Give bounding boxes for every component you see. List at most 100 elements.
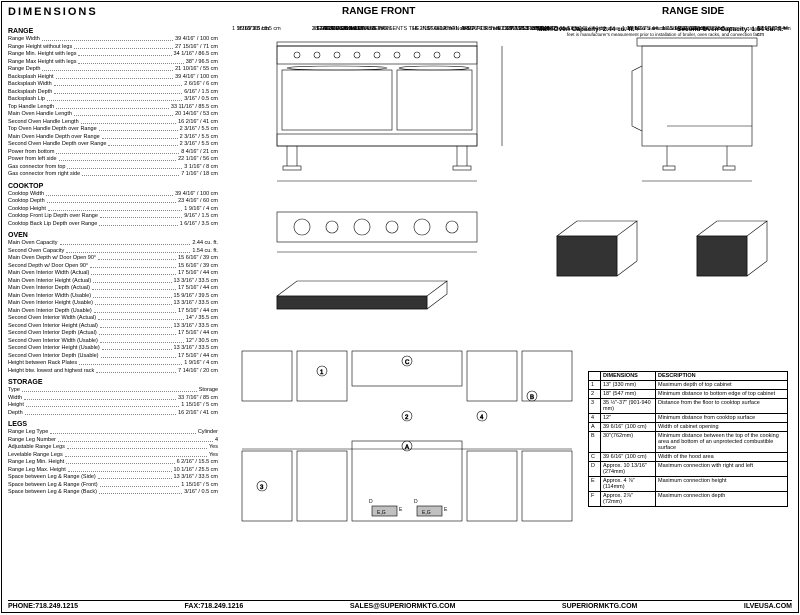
dim-value: 15 9/16" / 39.5 cm bbox=[174, 293, 218, 301]
title-side: RANGE SIDE bbox=[662, 6, 724, 17]
table-row: 113" (330 mm)Maximum depth of top cabine… bbox=[589, 381, 788, 390]
dim-label: Range Leg Max. Height bbox=[8, 467, 66, 475]
dim-label: Height bbox=[8, 402, 24, 410]
dim-label: Top Oven Handle Depth over Range bbox=[8, 126, 97, 134]
cell-n: D bbox=[589, 462, 601, 477]
cell-n: E bbox=[589, 477, 601, 492]
cell-d: 13" (330 mm) bbox=[601, 381, 656, 390]
dim-value: 6 2/16" / 15.5 cm bbox=[177, 459, 218, 467]
dim-row: Range Leg TypeCylinder bbox=[8, 429, 218, 437]
dim-label: Second Oven Handle Length bbox=[8, 119, 79, 127]
th-dims: DIMENSIONS bbox=[601, 372, 656, 381]
dim-label: Gas connector from right side bbox=[8, 171, 80, 179]
dim-value: 13 3/16" / 33.5 cm bbox=[174, 345, 218, 353]
diagram-area: 33 11/16" / 85.5 cm 27 15/16" / 71 cm 20… bbox=[227, 26, 792, 582]
table-row: B30"(762mm)Minimum distance between the … bbox=[589, 432, 788, 453]
footer-site: SUPERIORMKTG.COM bbox=[562, 603, 637, 610]
section-legs: LEGS Range Leg TypeCylinderRange Leg Num… bbox=[8, 421, 218, 497]
dim-label: Gas connector from top bbox=[8, 164, 65, 172]
dim-label: Backsplash Lip bbox=[8, 96, 45, 104]
svg-text:2: 2 bbox=[405, 415, 409, 421]
dim-row: Cooktop Back Lip Depth over Range1 6/16"… bbox=[8, 221, 218, 229]
cell-n: A bbox=[589, 423, 601, 432]
dim-value: 22 1/16" / 56 cm bbox=[178, 156, 218, 164]
cell-d: Approx. 4 ⅞" (114mm) bbox=[601, 477, 656, 492]
dim-value: 1 9/16" / 4 cm bbox=[184, 206, 218, 214]
dimensions-table: DIMENSIONS DESCRIPTION 113" (330 mm)Maxi… bbox=[588, 371, 788, 507]
dim-label: Top Handle Length bbox=[8, 104, 54, 112]
cell-n: B bbox=[589, 432, 601, 453]
dim-row: Range Leg Min. Height 6 2/16" / 15.5 cm bbox=[8, 459, 218, 467]
cell-d: Approx. 10 13/16" (274mm) bbox=[601, 462, 656, 477]
dim-value: 4 bbox=[215, 437, 218, 445]
cell-n: 2 bbox=[589, 390, 601, 399]
dim-row: Main Oven Interior Width (Actual)17 5/16… bbox=[8, 270, 218, 278]
svg-text:1: 1 bbox=[320, 370, 324, 376]
dim-value: 39 4/16" / 100 cm bbox=[175, 74, 218, 82]
dim-value: 12" / 30.5 cm bbox=[186, 338, 218, 346]
dim-row: Space between Leg & Range (Side)13 3/16"… bbox=[8, 474, 218, 482]
dim-label: Range Leg Min. Height bbox=[8, 459, 64, 467]
dim-value: 21 10/16" / 55 cm bbox=[175, 66, 218, 74]
dim-row: Range Depth21 10/16" / 55 cm bbox=[8, 66, 218, 74]
dimensions-column: RANGE Range Width39 4/16" / 100 cmRange … bbox=[8, 24, 218, 497]
main-oven-box bbox=[537, 216, 657, 296]
cell-desc: Maximum connection with right and left bbox=[656, 462, 788, 477]
dim-row: Adjustable Range LegsYes bbox=[8, 444, 218, 452]
dim-label: Cooktop Height bbox=[8, 206, 46, 214]
dim-row: Main Oven Capacity2.44 cu. ft. bbox=[8, 240, 218, 248]
cooktop-diagram bbox=[247, 204, 507, 264]
svg-text:E: E bbox=[444, 507, 448, 513]
cell-d: 35 ½"-37" (901-940 mm) bbox=[601, 399, 656, 414]
svg-text:D: D bbox=[414, 499, 418, 505]
dim-row: Top Oven Handle Depth over Range 2 3/16" … bbox=[8, 126, 218, 134]
cell-n: 1 bbox=[589, 381, 601, 390]
dim-value: 39 4/16" / 100 cm bbox=[175, 191, 218, 199]
dim-value: 16 2/16" / 41 cm bbox=[178, 410, 218, 418]
table-row: 335 ½"-37" (901-940 mm)Distance from the… bbox=[589, 399, 788, 414]
cell-desc: Maximum connection height bbox=[656, 477, 788, 492]
oven-note: *Usable space differs from Actual space … bbox=[567, 26, 787, 37]
hdr-storage: STORAGE bbox=[8, 379, 218, 386]
dim-value: Yes bbox=[209, 444, 218, 452]
hdr-cooktop: COOKTOP bbox=[8, 183, 218, 190]
cell-desc: Minimum distance from cooktop surface bbox=[656, 414, 788, 423]
cell-n: 4 bbox=[589, 414, 601, 423]
dim-row: Cooktop Front Lip Depth over Range9/16" … bbox=[8, 213, 218, 221]
dim-row: Main Oven Interior Height (Actual)13 3/1… bbox=[8, 278, 218, 286]
table-row: FApprox. 2⅞" (72mm)Maximum connection de… bbox=[589, 492, 788, 507]
cell-desc: Maximum depth of top cabinet bbox=[656, 381, 788, 390]
dim-row: Backsplash Height39 4/16" / 100 cm bbox=[8, 74, 218, 82]
dim-row: Main Oven Interior Depth (Actual)17 5/16… bbox=[8, 285, 218, 293]
dim-value: 17 5/16" / 44 cm bbox=[178, 330, 218, 338]
svg-text:C: C bbox=[405, 360, 410, 366]
dim-value: 15 6/16" / 39 cm bbox=[178, 263, 218, 271]
dim-row: Main Oven Handle Depth over Range2 3/16"… bbox=[8, 134, 218, 142]
cell-d: 18" (547 mm) bbox=[601, 390, 656, 399]
dim-row: Main Oven Handle Length20 14/16" / 53 cm bbox=[8, 111, 218, 119]
dim-label: Levelable Range Legs bbox=[8, 452, 63, 460]
dim-value: 17 5/16" / 44 cm bbox=[178, 308, 218, 316]
svg-text:E,G: E,G bbox=[422, 510, 431, 516]
dim-row: Backsplash Depth6/16" / 1.5 cm bbox=[8, 89, 218, 97]
dim-row: Depth16 2/16" / 41 cm bbox=[8, 410, 218, 418]
dim-label: Main Oven Handle Depth over Range bbox=[8, 134, 100, 142]
dim-value: 2 3/16" / 5.5 cm bbox=[180, 126, 218, 134]
dim-row: Power from left side22 1/16" / 56 cm bbox=[8, 156, 218, 164]
dim-value: 2 6/16" / 6 cm bbox=[184, 81, 218, 89]
dim-label: Main Oven Interior Width (Usable) bbox=[8, 293, 91, 301]
dim-row: Second Oven Interior Height (Usable)13 3… bbox=[8, 345, 218, 353]
table-row: C39 6/16" (100 cm)Width of the hood area bbox=[589, 453, 788, 462]
dim-value: 14" / 35.5 cm bbox=[186, 315, 218, 323]
dim-label: Range Leg Number bbox=[8, 437, 56, 445]
dim-value: 27 15/16" / 71 cm bbox=[175, 44, 218, 52]
dim-row: TypeStorage bbox=[8, 387, 218, 395]
dim-label: Space between Leg & Range (Front) bbox=[8, 482, 98, 490]
dim-row: Space between Leg & Range (Front)1 15/16… bbox=[8, 482, 218, 490]
table-row: 412"Minimum distance from cooktop surfac… bbox=[589, 414, 788, 423]
dim-row: Cooktop Depth23 4/16" / 60 cm bbox=[8, 198, 218, 206]
dim-value: 23 4/16" / 60 cm bbox=[178, 198, 218, 206]
section-range: RANGE Range Width39 4/16" / 100 cmRange … bbox=[8, 28, 218, 179]
install-diagram: 1 2 3 4 C B A E,G E,G DD EE bbox=[232, 341, 582, 551]
dim-label: Range Height without legs bbox=[8, 44, 72, 52]
